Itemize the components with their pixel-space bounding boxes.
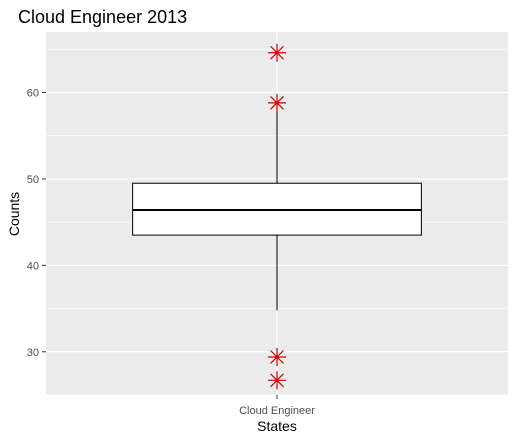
y-tick-label: 60: [27, 88, 39, 100]
outlier-point: [268, 43, 286, 62]
x-axis-title: States: [257, 418, 297, 434]
outlier-arm: [270, 373, 284, 388]
outlier-point: [268, 371, 286, 390]
y-axis-title: Counts: [6, 192, 22, 236]
outlier-arm: [270, 95, 284, 110]
y-tick-label: 40: [27, 260, 39, 272]
outlier-arm: [270, 45, 284, 60]
x-tick-label: Cloud Engineer: [239, 405, 315, 417]
box-group: [132, 43, 422, 390]
outlier-arm: [270, 350, 284, 364]
box-layer: [132, 43, 422, 390]
y-tick-label: 50: [27, 174, 39, 186]
y-tick-label: 30: [27, 347, 39, 359]
y-axis: 30 40 50 60: [27, 88, 46, 359]
chart-title: Cloud Engineer 2013: [18, 7, 187, 27]
outlier-point: [268, 347, 286, 366]
x-axis: Cloud Engineer: [239, 395, 315, 417]
outlier-point: [268, 93, 286, 112]
